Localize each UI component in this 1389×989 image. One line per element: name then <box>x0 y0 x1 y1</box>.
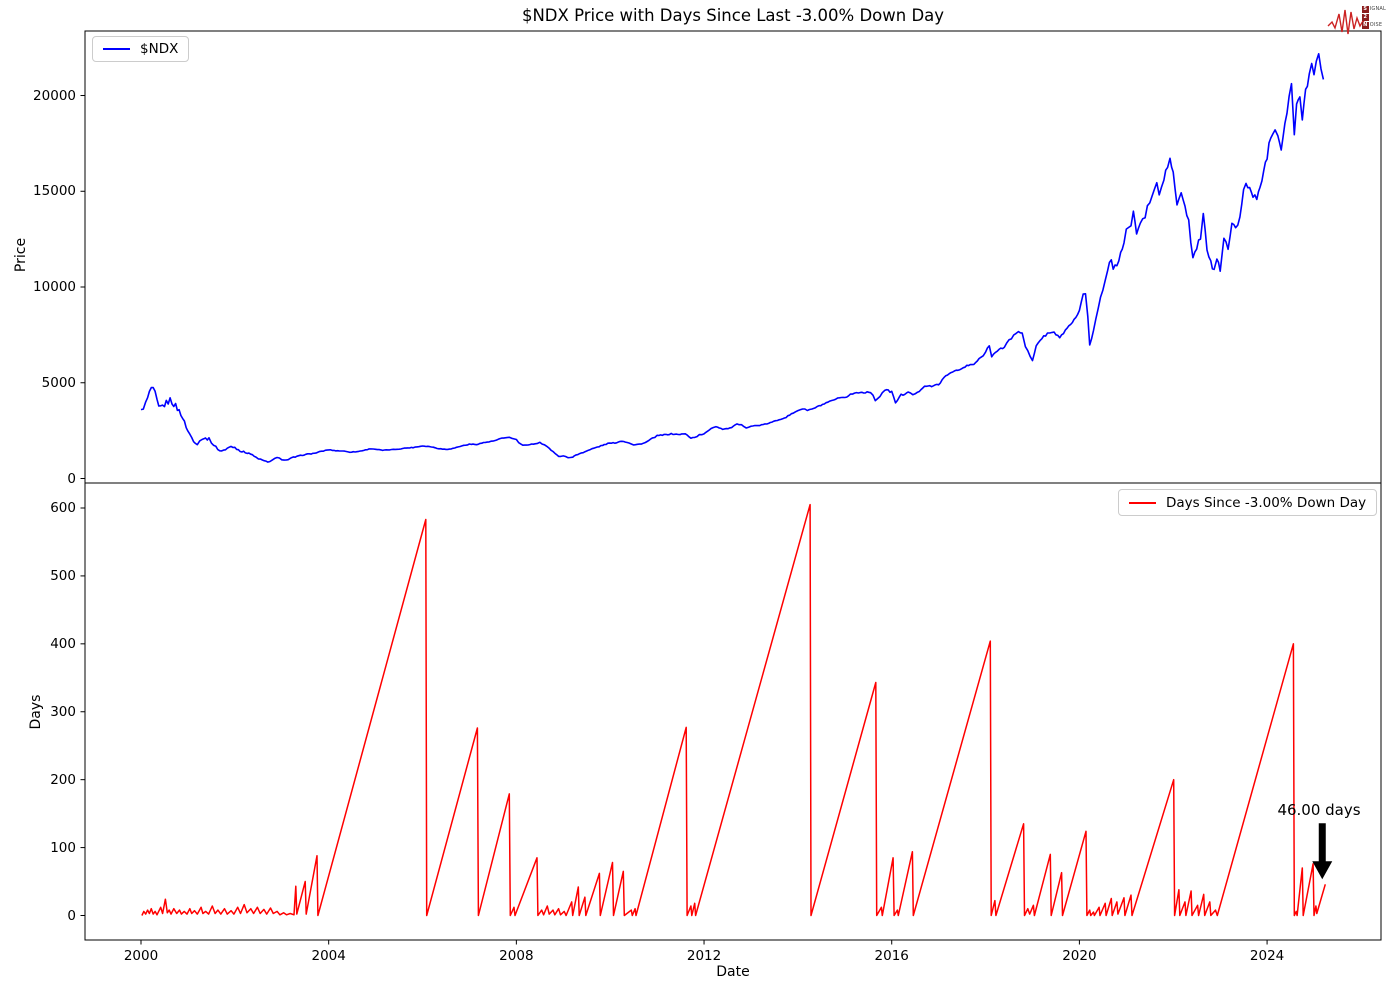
days-line-swatch <box>1129 501 1156 504</box>
days-annotation-text: 46.00 days <box>1277 801 1361 819</box>
legend-top-label: $NDX <box>140 41 179 57</box>
chart-title: $NDX Price with Days Since Last -3.00% D… <box>521 6 945 25</box>
x-tick-label: 2004 <box>311 948 346 964</box>
bottom-y-tick-label: 500 <box>50 567 76 584</box>
ndx-price-line <box>140 53 1325 463</box>
bottom-y-tick-label: 300 <box>50 703 76 720</box>
top-y-tick-label: 10000 <box>33 279 76 295</box>
bottom-y-axis-label: Days <box>28 694 44 730</box>
bottom-y-tick-label: 100 <box>50 839 76 856</box>
logo-row-2: 2 <box>1361 13 1386 21</box>
legend-top: $NDX <box>92 36 190 62</box>
top-y-tick-label: 20000 <box>33 87 76 104</box>
annotation-arrow-icon <box>1312 823 1333 880</box>
x-tick-label: 2024 <box>1249 948 1285 964</box>
top-y-tick-label: 15000 <box>33 183 76 200</box>
top-y-tick-label: 0 <box>67 470 76 487</box>
signal2noise-logo: S IGNAL 2 N OISE <box>1326 2 1388 42</box>
legend-bottom: Days Since -3.00% Down Day <box>1118 489 1378 516</box>
bottom-y-tick-label: 0 <box>67 907 76 924</box>
bottom-panel-frame <box>84 482 1382 941</box>
top-y-axis-label: Price <box>13 237 29 273</box>
logo-row-signal: S IGNAL <box>1361 5 1386 13</box>
bottom-y-tick-label: 600 <box>50 499 76 516</box>
legend-bottom-label: Days Since -3.00% Down Day <box>1166 494 1367 511</box>
x-axis-label: Date <box>716 964 750 980</box>
logo-brand-text: S IGNAL 2 N OISE <box>1361 5 1386 29</box>
logo-row-noise: N OISE <box>1361 21 1383 29</box>
x-tick-label: 2012 <box>686 948 722 964</box>
logo-letter-s: S <box>1361 5 1369 13</box>
logo-waveform-icon <box>1327 9 1367 35</box>
top-panel-frame <box>84 30 1382 484</box>
logo-letter-2: 2 <box>1361 13 1369 21</box>
logo-letter-n: N <box>1361 21 1369 29</box>
days-since-line <box>141 503 1327 917</box>
x-tick-label: 2016 <box>874 948 909 964</box>
bottom-y-tick-label: 200 <box>50 771 76 788</box>
x-tick-label: 2008 <box>499 948 534 964</box>
top-y-tick-label: 5000 <box>41 374 76 391</box>
ndx-line-swatch <box>103 48 130 50</box>
x-tick-label: 2000 <box>123 948 159 964</box>
x-tick-label: 2020 <box>1062 948 1097 964</box>
bottom-y-tick-label: 400 <box>50 635 76 652</box>
